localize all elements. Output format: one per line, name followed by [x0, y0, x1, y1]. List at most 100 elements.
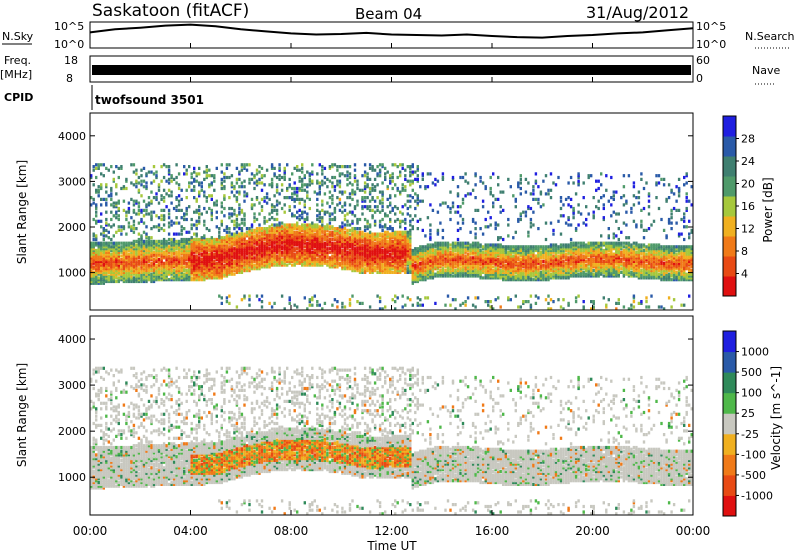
power-cell	[275, 256, 279, 260]
power-cell	[95, 276, 98, 280]
power-cell	[110, 192, 113, 196]
power-cell	[308, 228, 311, 232]
power-cell	[102, 250, 105, 254]
power-cell	[135, 252, 138, 256]
power-cell	[389, 210, 392, 214]
power-cell	[321, 263, 324, 267]
power-cell	[230, 183, 234, 187]
power-cell	[255, 172, 259, 176]
power-cell	[361, 267, 364, 271]
power-cell	[346, 245, 349, 249]
power-cell	[110, 247, 113, 251]
power-cell	[469, 258, 472, 262]
power-cell	[293, 254, 296, 258]
power-cell	[366, 241, 369, 245]
power-cell	[509, 274, 512, 278]
power-cell	[203, 190, 206, 194]
power-cell	[507, 258, 510, 262]
power-cell	[333, 208, 337, 212]
power-cell	[308, 250, 311, 254]
power-cell	[255, 217, 259, 222]
power-cell	[311, 230, 314, 234]
power-cell	[386, 248, 389, 253]
power-cell	[481, 181, 485, 185]
power-cell	[100, 219, 103, 223]
power-cell	[286, 227, 289, 231]
power-cell	[384, 261, 387, 265]
power-cell	[122, 208, 126, 212]
power-cell	[326, 243, 329, 247]
power-cell	[115, 269, 118, 273]
power-cell	[338, 165, 342, 169]
power-cell	[492, 205, 495, 209]
power-cell	[323, 227, 327, 231]
power-cell	[215, 250, 218, 254]
power-cell	[160, 217, 163, 222]
power-cell	[328, 165, 332, 169]
power-cell	[348, 223, 352, 227]
power-cell	[338, 252, 342, 256]
power-cell	[228, 252, 231, 256]
power-cell	[326, 256, 329, 260]
power-cell	[135, 245, 138, 249]
power-cell	[210, 245, 213, 249]
power-cell	[298, 232, 301, 236]
power-cell	[507, 177, 510, 181]
power-cell	[396, 258, 399, 262]
power-cell	[188, 165, 191, 169]
power-cell	[363, 190, 367, 194]
power-cell	[333, 298, 337, 302]
power-cell	[389, 225, 392, 229]
power-cell	[95, 250, 98, 254]
power-cell	[489, 247, 492, 251]
power-cell	[188, 230, 191, 234]
power-cell	[160, 245, 163, 249]
power-cell	[328, 179, 332, 183]
power-cell	[270, 216, 274, 220]
power-cell	[384, 254, 387, 258]
power-cell	[286, 250, 289, 254]
power-cell	[185, 168, 188, 172]
power-cell	[494, 247, 497, 251]
power-cell	[399, 265, 402, 269]
power-cell	[228, 236, 231, 240]
power-cell	[343, 250, 347, 254]
power-cell	[223, 265, 226, 269]
power-cell	[275, 230, 279, 234]
power-cell	[125, 270, 128, 274]
power-cell	[351, 197, 354, 201]
power-cell	[223, 252, 226, 256]
power-cell	[389, 181, 392, 185]
power-cell	[97, 245, 100, 249]
power-cell	[145, 272, 148, 276]
power-cell	[399, 232, 402, 236]
power-cell	[260, 250, 264, 254]
power-cell	[296, 197, 299, 201]
power-cell	[145, 247, 148, 251]
noise-tick-low-left: 10^0	[54, 38, 84, 51]
power-cell	[476, 241, 480, 245]
power-cell	[220, 170, 223, 174]
power-cell	[260, 261, 264, 265]
power-cell	[341, 245, 344, 249]
power-cell	[162, 276, 166, 280]
power-cell	[278, 166, 281, 170]
power-cell	[363, 217, 367, 222]
power-cell	[394, 258, 397, 262]
power-cell	[238, 172, 241, 176]
power-cell	[512, 263, 515, 267]
power-cell	[140, 168, 143, 172]
power-cell	[210, 248, 213, 253]
power-cell	[152, 276, 156, 280]
power-cell	[439, 256, 442, 260]
power-cell	[356, 186, 359, 191]
power-cell	[115, 252, 118, 256]
power-cell	[519, 245, 522, 249]
power-cell	[301, 210, 304, 214]
power-cell	[336, 305, 339, 309]
power-cell	[316, 203, 319, 207]
power-cell	[384, 263, 387, 267]
power-cell	[183, 278, 186, 282]
power-cell	[260, 175, 264, 180]
power-cell	[230, 259, 234, 263]
